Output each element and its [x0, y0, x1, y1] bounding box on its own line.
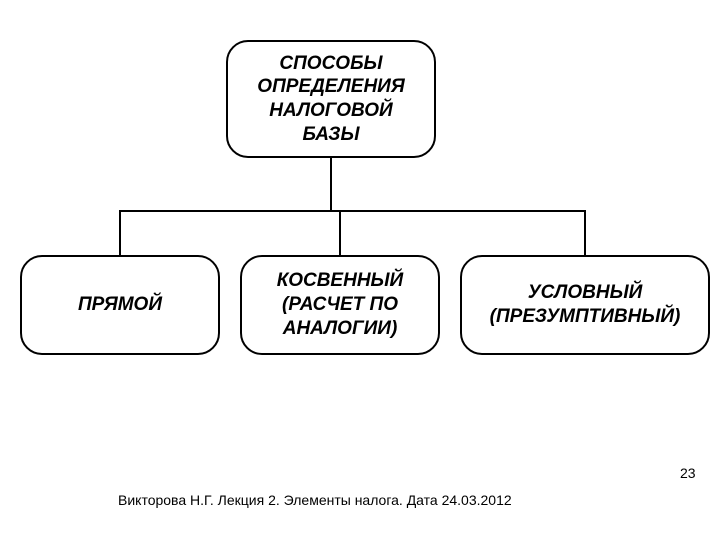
connector-drop-1	[339, 210, 341, 255]
connector-trunk	[330, 158, 332, 212]
connector-bus	[119, 210, 586, 212]
page-number: 23	[680, 465, 696, 481]
root-node: СПОСОБЫ ОПРЕДЕЛЕНИЯ НАЛОГОВОЙ БАЗЫ	[226, 40, 436, 158]
connector-drop-2	[584, 210, 586, 255]
child-node-indirect: КОСВЕННЫЙ (РАСЧЕТ ПО АНАЛОГИИ)	[240, 255, 440, 355]
diagram-canvas: СПОСОБЫ ОПРЕДЕЛЕНИЯ НАЛОГОВОЙ БАЗЫ ПРЯМО…	[0, 0, 720, 540]
connector-drop-0	[119, 210, 121, 255]
child-node-conditional: УСЛОВНЫЙ (ПРЕЗУМПТИВНЫЙ)	[460, 255, 710, 355]
child-node-direct: ПРЯМОЙ	[20, 255, 220, 355]
footer-text: Викторова Н.Г. Лекция 2. Элементы налога…	[118, 492, 512, 508]
